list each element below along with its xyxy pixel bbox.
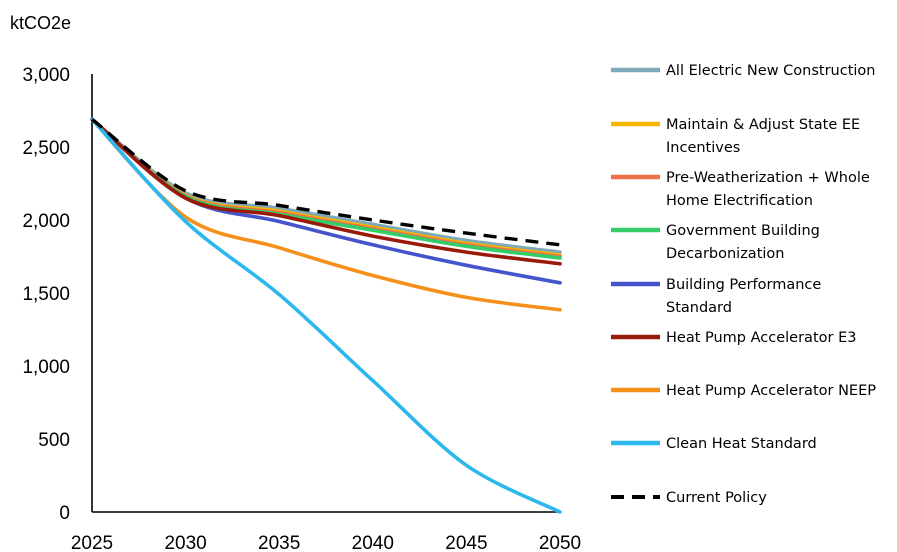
legend-label: Government Building — [666, 223, 820, 239]
legend-label: All Electric New Construction — [666, 63, 876, 79]
legend-item: Clean Heat Standard — [611, 436, 817, 452]
x-tick-label: 2030 — [164, 533, 206, 552]
x-tick-labels: 2025 2030 2035 2040 2045 2050 — [71, 533, 581, 552]
axes — [91, 74, 560, 513]
legend-item: Heat Pump Accelerator E3 — [611, 330, 856, 346]
x-tick-label: 2040 — [352, 533, 394, 552]
legend-label: Current Policy — [666, 490, 767, 506]
legend-item: Maintain & Adjust State EE Incentives — [611, 117, 860, 156]
series-line-heat-pump-accelerator-e3 — [90, 117, 562, 266]
series-lines — [90, 117, 562, 514]
y-tick-label: 2,000 — [22, 211, 70, 232]
series-line-current-policy — [90, 117, 561, 247]
legend-label: Clean Heat Standard — [666, 436, 817, 452]
y-tick-label: 0 — [59, 503, 70, 524]
legend: All Electric New Construction Maintain & … — [611, 63, 876, 506]
legend-item: Building Performance Standard — [611, 277, 821, 316]
legend-item: Pre-Weatherization + Whole Home Electrifi… — [611, 170, 870, 209]
legend-label: Standard — [666, 300, 732, 316]
series-line-building-performance-standard — [90, 117, 562, 285]
y-tick-labels: 0 500 1,000 1,500 2,000 2,500 3,000 — [22, 65, 70, 524]
x-tick-label: 2045 — [445, 533, 487, 552]
legend-label: Pre-Weatherization + Whole — [666, 170, 870, 186]
legend-item: All Electric New Construction — [611, 63, 876, 79]
legend-label: Decarbonization — [666, 246, 784, 262]
y-axis-title: ktCO2e — [10, 13, 71, 33]
y-tick-label: 1,000 — [22, 357, 70, 378]
legend-label: Heat Pump Accelerator NEEP — [666, 383, 876, 399]
legend-label: Maintain & Adjust State EE — [666, 117, 860, 133]
y-tick-label: 3,000 — [22, 65, 70, 86]
y-tick-label: 2,500 — [22, 138, 70, 159]
legend-item: Heat Pump Accelerator NEEP — [611, 383, 876, 399]
legend-label: Incentives — [666, 140, 740, 156]
x-tick-label: 2025 — [71, 533, 113, 552]
legend-label: Home Electrification — [666, 193, 813, 209]
y-tick-label: 1,500 — [22, 284, 70, 305]
legend-label: Building Performance — [666, 277, 821, 293]
series-line-clean-heat-standard — [90, 117, 562, 514]
x-tick-label: 2050 — [539, 533, 581, 552]
x-tick-label: 2035 — [258, 533, 300, 552]
legend-item: Current Policy — [611, 490, 767, 506]
legend-label: Heat Pump Accelerator E3 — [666, 330, 856, 346]
y-tick-label: 500 — [38, 430, 70, 451]
legend-item: Government Building Decarbonization — [611, 223, 820, 262]
